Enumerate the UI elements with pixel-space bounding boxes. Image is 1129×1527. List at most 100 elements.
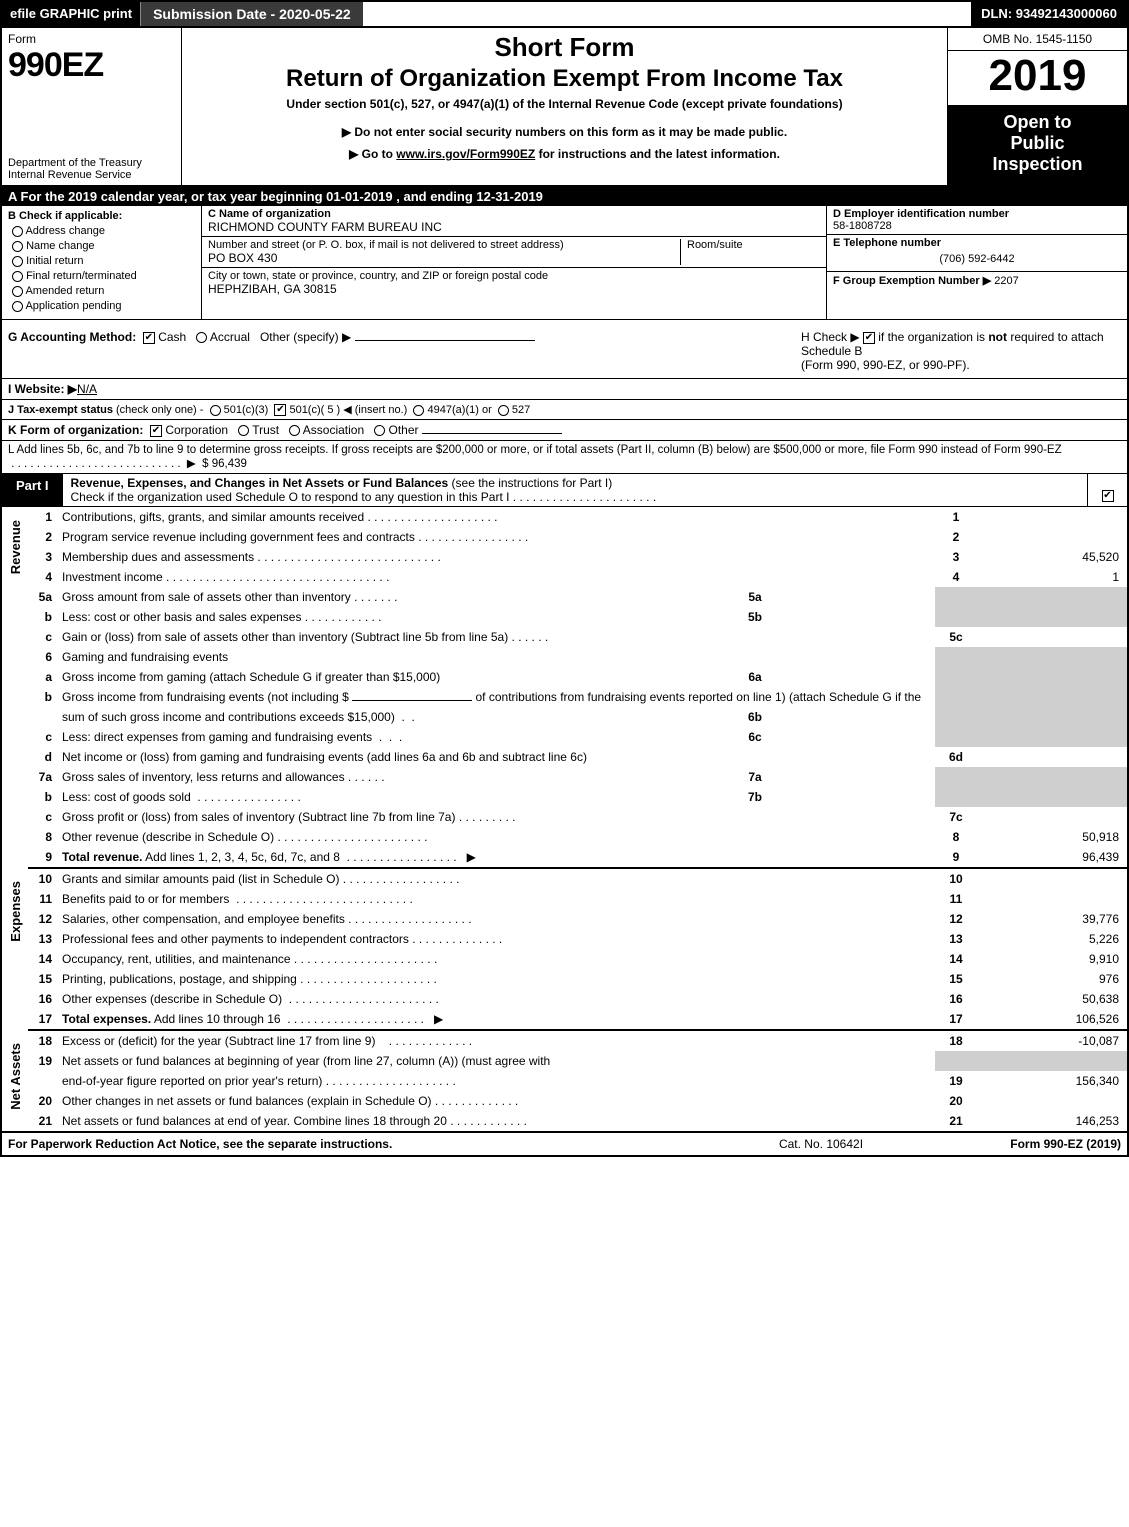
chk-address-change[interactable]: Address change xyxy=(12,225,195,237)
irs-link[interactable]: www.irs.gov/Form990EZ xyxy=(396,147,535,161)
line-8-desc: Other revenue (describe in Schedule O) xyxy=(62,830,274,844)
line-18-amt: -10,087 xyxy=(977,1030,1127,1051)
g-other-line[interactable] xyxy=(355,340,535,341)
open-1: Open to xyxy=(952,112,1123,133)
l-text: L Add lines 5b, 6c, and 7b to line 9 to … xyxy=(8,444,1062,456)
line-19-desc2: end-of-year figure reported on prior yea… xyxy=(62,1074,322,1088)
chk-527[interactable] xyxy=(498,405,509,416)
line-6b-desc2: of contributions from fundraising events… xyxy=(476,690,922,704)
chk-schedule-o[interactable] xyxy=(1102,490,1114,502)
line-k: K Form of organization: Corporation Trus… xyxy=(2,420,1127,441)
chk-final-return[interactable]: Final return/terminated xyxy=(12,270,195,282)
omb-number: OMB No. 1545-1150 xyxy=(948,28,1127,51)
g-other: Other (specify) ▶ xyxy=(260,330,351,344)
line-16-amt: 50,638 xyxy=(977,989,1127,1009)
part-1-title: Revenue, Expenses, and Changes in Net As… xyxy=(63,474,1087,506)
dln-value: 93492143000060 xyxy=(1016,6,1117,21)
shade-5a xyxy=(977,587,1127,627)
dln: DLN: 93492143000060 xyxy=(971,2,1127,26)
line-17-desc: Add lines 10 through 16 xyxy=(151,1012,280,1026)
line-18-num: 18 xyxy=(935,1030,977,1051)
efile-print-button[interactable]: efile GRAPHIC print xyxy=(2,2,140,26)
chk-association[interactable] xyxy=(289,425,300,436)
ein-value: 58-1808728 xyxy=(833,220,1121,232)
line-7b-subnum: 7b xyxy=(735,787,775,807)
line-6d-num: 6d xyxy=(935,747,977,767)
part-1-header: Part I Revenue, Expenses, and Changes in… xyxy=(2,474,1127,507)
line-17-desc-b: Total expenses. xyxy=(62,1012,151,1026)
line-15-amt: 976 xyxy=(977,969,1127,989)
line-4-num: 4 xyxy=(935,567,977,587)
line-3-desc: Membership dues and assessments xyxy=(62,550,254,564)
chk-501c3[interactable] xyxy=(210,405,221,416)
part-1-title-bold: Revenue, Expenses, and Changes in Net As… xyxy=(71,476,449,490)
k-other-line[interactable] xyxy=(422,433,562,434)
c-city-label: City or town, state or province, country… xyxy=(208,270,820,282)
group-exemption: 2207 xyxy=(994,275,1018,287)
org-name: RICHMOND COUNTY FARM BUREAU INC xyxy=(208,220,820,234)
c-addr-label: Number and street (or P. O. box, if mail… xyxy=(208,239,680,251)
shade-19a xyxy=(977,1051,1127,1071)
line-9-desc: Add lines 1, 2, 3, 4, 5c, 6d, 7c, and 8 xyxy=(142,850,339,864)
line-13-desc: Professional fees and other payments to … xyxy=(62,932,409,946)
chk-application-pending[interactable]: Application pending xyxy=(12,300,195,312)
line-9-desc-b: Total revenue. xyxy=(62,850,142,864)
line-7a-subval xyxy=(775,767,935,787)
chk-name-change[interactable]: Name change xyxy=(12,240,195,252)
line-8-amt: 50,918 xyxy=(977,827,1127,847)
line-20-desc: Other changes in net assets or fund bala… xyxy=(62,1094,432,1108)
line-6a-desc: Gross income from gaming (attach Schedul… xyxy=(62,670,440,684)
k-label: K Form of organization: xyxy=(8,423,143,437)
line-2-num: 2 xyxy=(935,527,977,547)
chk-501c[interactable] xyxy=(274,404,286,416)
form-number: 990EZ xyxy=(8,46,175,85)
line-8-num: 8 xyxy=(935,827,977,847)
line-6b-blank[interactable] xyxy=(352,700,472,701)
line-11-num: 11 xyxy=(935,889,977,909)
line-6c-subnum: 6c xyxy=(735,727,775,747)
shade-6 xyxy=(935,647,977,747)
shade-5 xyxy=(935,587,977,627)
chk-schedule-b[interactable] xyxy=(863,332,875,344)
part-1-title-note: (see the instructions for Part I) xyxy=(448,476,612,490)
side-revenue: Revenue xyxy=(2,507,28,868)
line-6b-subnum: 6b xyxy=(735,707,775,727)
footer: For Paperwork Reduction Act Notice, see … xyxy=(2,1131,1127,1155)
chk-corporation[interactable] xyxy=(150,425,162,437)
line-7c-num: 7c xyxy=(935,807,977,827)
efile-bold: efile xyxy=(10,6,36,21)
line-a-tax-year: A For the 2019 calendar year, or tax yea… xyxy=(2,187,1127,206)
ssn-warning: ▶ Do not enter social security numbers o… xyxy=(190,125,939,139)
line-5b-subnum: 5b xyxy=(735,607,775,627)
chk-initial-return[interactable]: Initial return xyxy=(12,255,195,267)
org-city: HEPHZIBAH, GA 30815 xyxy=(208,282,820,296)
section-h: H Check ▶ if the organization is not req… xyxy=(801,330,1121,372)
room-label: Room/suite xyxy=(687,239,820,251)
chk-4947[interactable] xyxy=(413,405,424,416)
row-g-h: G Accounting Method: Cash Accrual Other … xyxy=(2,320,1127,379)
line-10-desc: Grants and similar amounts paid (list in… xyxy=(62,872,339,886)
line-7a-desc: Gross sales of inventory, less returns a… xyxy=(62,770,345,784)
open-3: Inspection xyxy=(952,154,1123,175)
chk-cash[interactable] xyxy=(143,332,155,344)
chk-accrual[interactable] xyxy=(196,332,207,343)
part-1-table: Revenue 1 Contributions, gifts, grants, … xyxy=(2,507,1127,1131)
line-13-num: 13 xyxy=(935,929,977,949)
line-1-amt xyxy=(977,507,1127,527)
chk-trust[interactable] xyxy=(238,425,249,436)
d-ein-label: D Employer identification number xyxy=(833,208,1121,220)
topbar: efile GRAPHIC print Submission Date - 20… xyxy=(2,2,1127,28)
line-7c-desc: Gross profit or (loss) from sales of inv… xyxy=(62,810,455,824)
line-6a-subval xyxy=(775,667,935,687)
line-4-desc: Investment income xyxy=(62,570,163,584)
efile-rest: GRAPHIC print xyxy=(36,6,132,21)
return-title: Return of Organization Exempt From Incom… xyxy=(190,65,939,93)
line-5a-subval xyxy=(775,587,935,607)
line-5a-subnum: 5a xyxy=(735,587,775,607)
line-6-desc: Gaming and fundraising events xyxy=(58,647,935,667)
h-text4: (Form 990, 990-EZ, or 990-PF). xyxy=(801,358,970,372)
line-21-desc: Net assets or fund balances at end of ye… xyxy=(62,1114,447,1128)
chk-amended-return[interactable]: Amended return xyxy=(12,285,195,297)
line-5c-desc: Gain or (loss) from sale of assets other… xyxy=(62,630,508,644)
chk-other-org[interactable] xyxy=(374,425,385,436)
